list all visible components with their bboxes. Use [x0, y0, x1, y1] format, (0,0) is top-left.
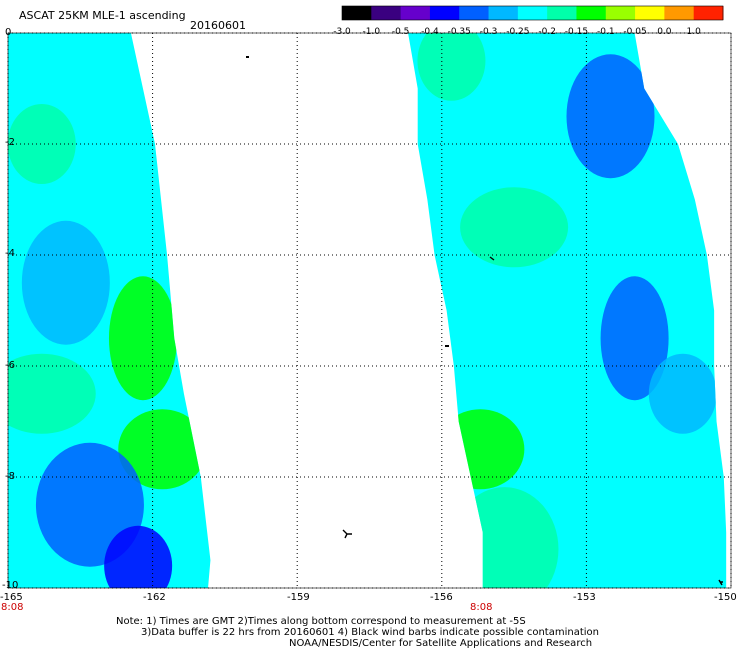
lat-label-2: -2: [5, 137, 15, 148]
wind-patch: [104, 525, 173, 588]
colorbar-segment: [459, 6, 490, 20]
lat-label-0: 0: [5, 27, 12, 38]
lon-label-162: -162: [143, 592, 166, 603]
colorbar-tick-label: -0.3: [479, 27, 498, 37]
colorbar-labels: -3.0 -1.0 -0.5 -0.4 -0.35 -0.3 -0.25 -0.2 -0.15-…: [328, 27, 733, 39]
wind-patch: [118, 409, 207, 490]
colorbar-segment: [488, 6, 519, 20]
wind-patch: [417, 33, 486, 101]
colorbar-tick-label: -0.25: [506, 27, 530, 37]
wind-patch: [600, 276, 669, 401]
lon-label-165: -165: [0, 592, 23, 603]
colorbar-segment: [517, 6, 548, 20]
lat-label-10: -10: [2, 580, 19, 591]
colorbar-segment: [605, 6, 636, 20]
wind-patch: [8, 353, 96, 434]
map-title: ASCAT 25KM MLE-1 ascending: [19, 9, 186, 22]
wind-patch: [21, 220, 110, 345]
lat-label-4: -4: [5, 248, 15, 259]
swath-patches-west: [8, 104, 207, 588]
map-date: 20160601: [190, 19, 246, 32]
colorbar-tick-label: 1.0: [686, 27, 701, 37]
colorbar-tick-label: -0.1: [596, 27, 615, 37]
lon-label-159: -159: [287, 592, 310, 603]
colorbar-segment: [664, 6, 695, 20]
time-label-west: 8:08: [1, 602, 24, 613]
lon-label-156: -156: [430, 592, 453, 603]
note-line-3: NOAA/NESDIS/Center for Satellite Applica…: [289, 638, 593, 649]
note-line-2: 3)Data buffer is 22 hrs from 20160601 4)…: [141, 627, 599, 638]
colorbar-tick-label: -0.35: [447, 27, 471, 37]
colorbar-segment: [429, 6, 460, 20]
colorbar-segment: [400, 6, 431, 20]
colorbar-tick-label: -0.2: [538, 27, 556, 37]
wind-patch: [648, 353, 717, 434]
lat-label-6: -6: [5, 360, 15, 371]
wind-patch: [108, 276, 177, 401]
colorbar-segment: [547, 6, 577, 20]
wind-patch: [460, 187, 569, 268]
colorbar-tick-label: -1.0: [362, 27, 381, 37]
colorbar-tick-label: -0.05: [623, 27, 647, 37]
colorbar-tick-label: -0.5: [391, 27, 410, 37]
colorbar-segment: [693, 6, 724, 20]
lat-label-8: -8: [5, 471, 15, 482]
map-frame: [7, 32, 732, 589]
colorbar-tick-label: -0.4: [421, 27, 439, 37]
lon-label-150: -150: [714, 592, 737, 603]
wind-barb: [342, 529, 352, 539]
wind-barb: [718, 579, 723, 586]
colorbar-frame: [341, 5, 724, 21]
wind-barb: [246, 56, 249, 58]
colorbar-segment: [576, 6, 607, 20]
colorbar-segment: [371, 6, 402, 20]
lon-label-153: -153: [573, 592, 596, 603]
wind-patch: [566, 54, 655, 179]
wind-patch: [8, 104, 76, 184]
colorbar-segment: [635, 6, 665, 20]
note-line-1: Note: 1) Times are GMT 2)Times along bot…: [116, 616, 526, 627]
colorbar-tick-label: -0.15: [564, 27, 589, 37]
colorbar-tick-label: -3.0: [333, 27, 351, 37]
time-label-east: 8:08: [470, 602, 493, 613]
wind-barb: [489, 256, 495, 261]
colorbar-segment: [342, 6, 372, 20]
colorbar-tick-label: 0.0: [657, 27, 672, 37]
wind-patch: [450, 487, 559, 588]
wind-barb: [445, 345, 449, 347]
